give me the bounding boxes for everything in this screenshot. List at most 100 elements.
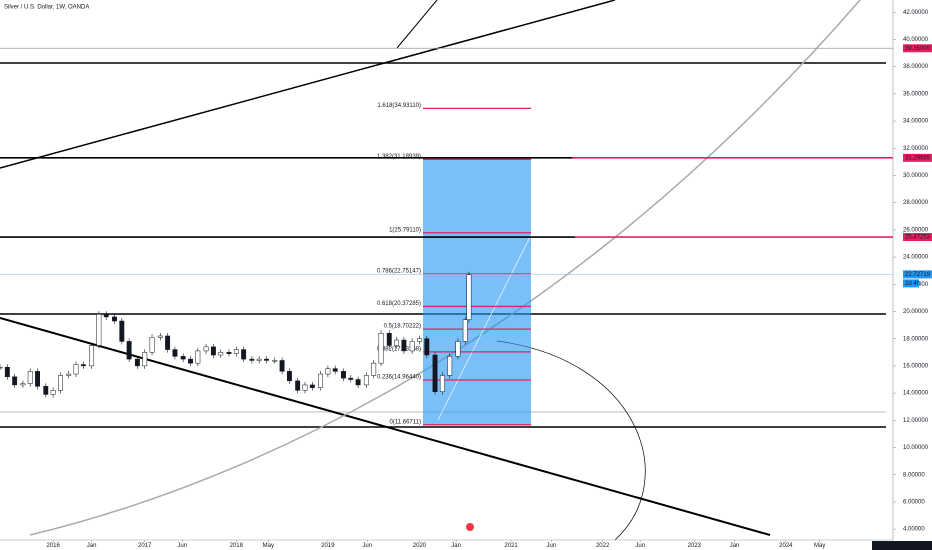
candle [188, 358, 193, 364]
x-tick-label: May [814, 543, 825, 549]
candle [233, 349, 239, 354]
chart-title: Silver / U.S. Dollar, 1W, OANDA [4, 5, 89, 11]
candle [89, 345, 95, 367]
y-tick-label: 34.00000 [903, 119, 929, 125]
candle [325, 368, 331, 375]
candle [363, 375, 369, 386]
fib-label: 0.786(22.75147) [377, 269, 421, 275]
y-tick-label: 10.00000 [903, 445, 929, 451]
price-label: 25.47253 [905, 235, 931, 241]
candle [455, 341, 461, 357]
candle [424, 338, 430, 356]
candle [447, 356, 453, 376]
candle [318, 373, 324, 388]
candle [96, 313, 102, 346]
fib-label: 1(25.79110) [389, 227, 421, 233]
candle [43, 386, 49, 395]
candle [241, 349, 247, 360]
x-tick-label: 2017 [138, 543, 152, 549]
y-tick-label: 6.00000 [903, 499, 925, 505]
candle [157, 335, 163, 338]
x-tick-label: 2022 [596, 543, 610, 549]
candle [172, 349, 178, 357]
x-tick-label: Jun [362, 543, 372, 549]
countdown-bg [903, 279, 919, 288]
y-tick-label: 32.00000 [903, 146, 929, 152]
candle [302, 384, 308, 391]
y-tick-label: 24.00000 [903, 255, 929, 261]
candle [66, 373, 72, 376]
event-icon [466, 523, 474, 531]
fib-label: 0(11.66711) [390, 419, 421, 425]
y-tick-label: 8.00000 [903, 472, 925, 478]
diagonal [437, 234, 532, 421]
price-label: 31.29565 [905, 155, 931, 161]
candle [371, 362, 377, 376]
y-tick-label: 40.00000 [903, 37, 929, 43]
y-tick-label: 4.00000 [903, 527, 925, 533]
trend-line [396, 0, 438, 49]
candle [249, 358, 255, 361]
candle [462, 319, 468, 342]
candle [103, 313, 109, 318]
candle [27, 371, 33, 384]
candle [0, 367, 3, 369]
candle [401, 339, 407, 352]
last-price-label: 22.72719 [905, 272, 931, 278]
candle [394, 339, 400, 346]
candle [142, 352, 148, 367]
x-tick-label: 2023 [688, 543, 702, 549]
y-tick-label: 14.00000 [903, 391, 929, 397]
y-tick-label: 36.00000 [903, 91, 929, 97]
fib-label: 1.382(31.18939) [377, 154, 421, 160]
x-tick-label: Jan [730, 543, 740, 549]
y-tick-label: 38.00000 [903, 64, 929, 70]
candle [417, 338, 422, 342]
x-tick-label: Jun [547, 543, 557, 549]
x-tick-label: 2024 [779, 543, 793, 549]
candle [309, 384, 315, 388]
candle [439, 375, 445, 392]
fib-label: 0.236(14.96440) [377, 375, 421, 381]
candle [409, 341, 415, 352]
y-tick-label: 18.00000 [903, 336, 929, 342]
trend-line [0, 0, 616, 169]
x-tick-label: 2016 [46, 543, 60, 549]
candle [119, 320, 125, 342]
x-tick-label: 2018 [230, 543, 244, 549]
fib-label: 0.5(18.70222) [384, 324, 421, 330]
candle [279, 360, 285, 372]
price-label-bg [903, 44, 932, 53]
x-tick-label: May [263, 543, 274, 549]
candle [126, 341, 132, 360]
candle [134, 358, 140, 367]
date-label-bg [872, 541, 932, 550]
candle [73, 364, 79, 375]
fib-label: 0.618(20.37285) [377, 301, 421, 307]
candle [80, 364, 86, 367]
candle [12, 376, 18, 386]
candle [341, 371, 346, 379]
candle [432, 354, 438, 392]
candle [355, 379, 361, 386]
candle [272, 360, 278, 362]
x-tick-label: 2020 [413, 543, 427, 549]
candle [4, 367, 10, 378]
y-tick-label: 30.00000 [903, 173, 929, 179]
candle [348, 377, 354, 380]
y-tick-label: 26.00000 [903, 227, 929, 233]
x-tick-label: 2019 [321, 543, 335, 549]
candle [295, 380, 301, 391]
candle [332, 368, 338, 372]
candle [112, 316, 117, 322]
last-price-bg [903, 270, 932, 279]
candle [256, 358, 262, 361]
y-tick-label: 42.00000 [903, 10, 929, 16]
fib-label: 0.382(17.03158) [377, 346, 421, 352]
arc [496, 340, 646, 541]
candle [20, 383, 26, 386]
candle [466, 274, 472, 320]
y-tick-label: 12.00000 [903, 418, 929, 424]
x-tick-label: Jun [177, 543, 187, 549]
